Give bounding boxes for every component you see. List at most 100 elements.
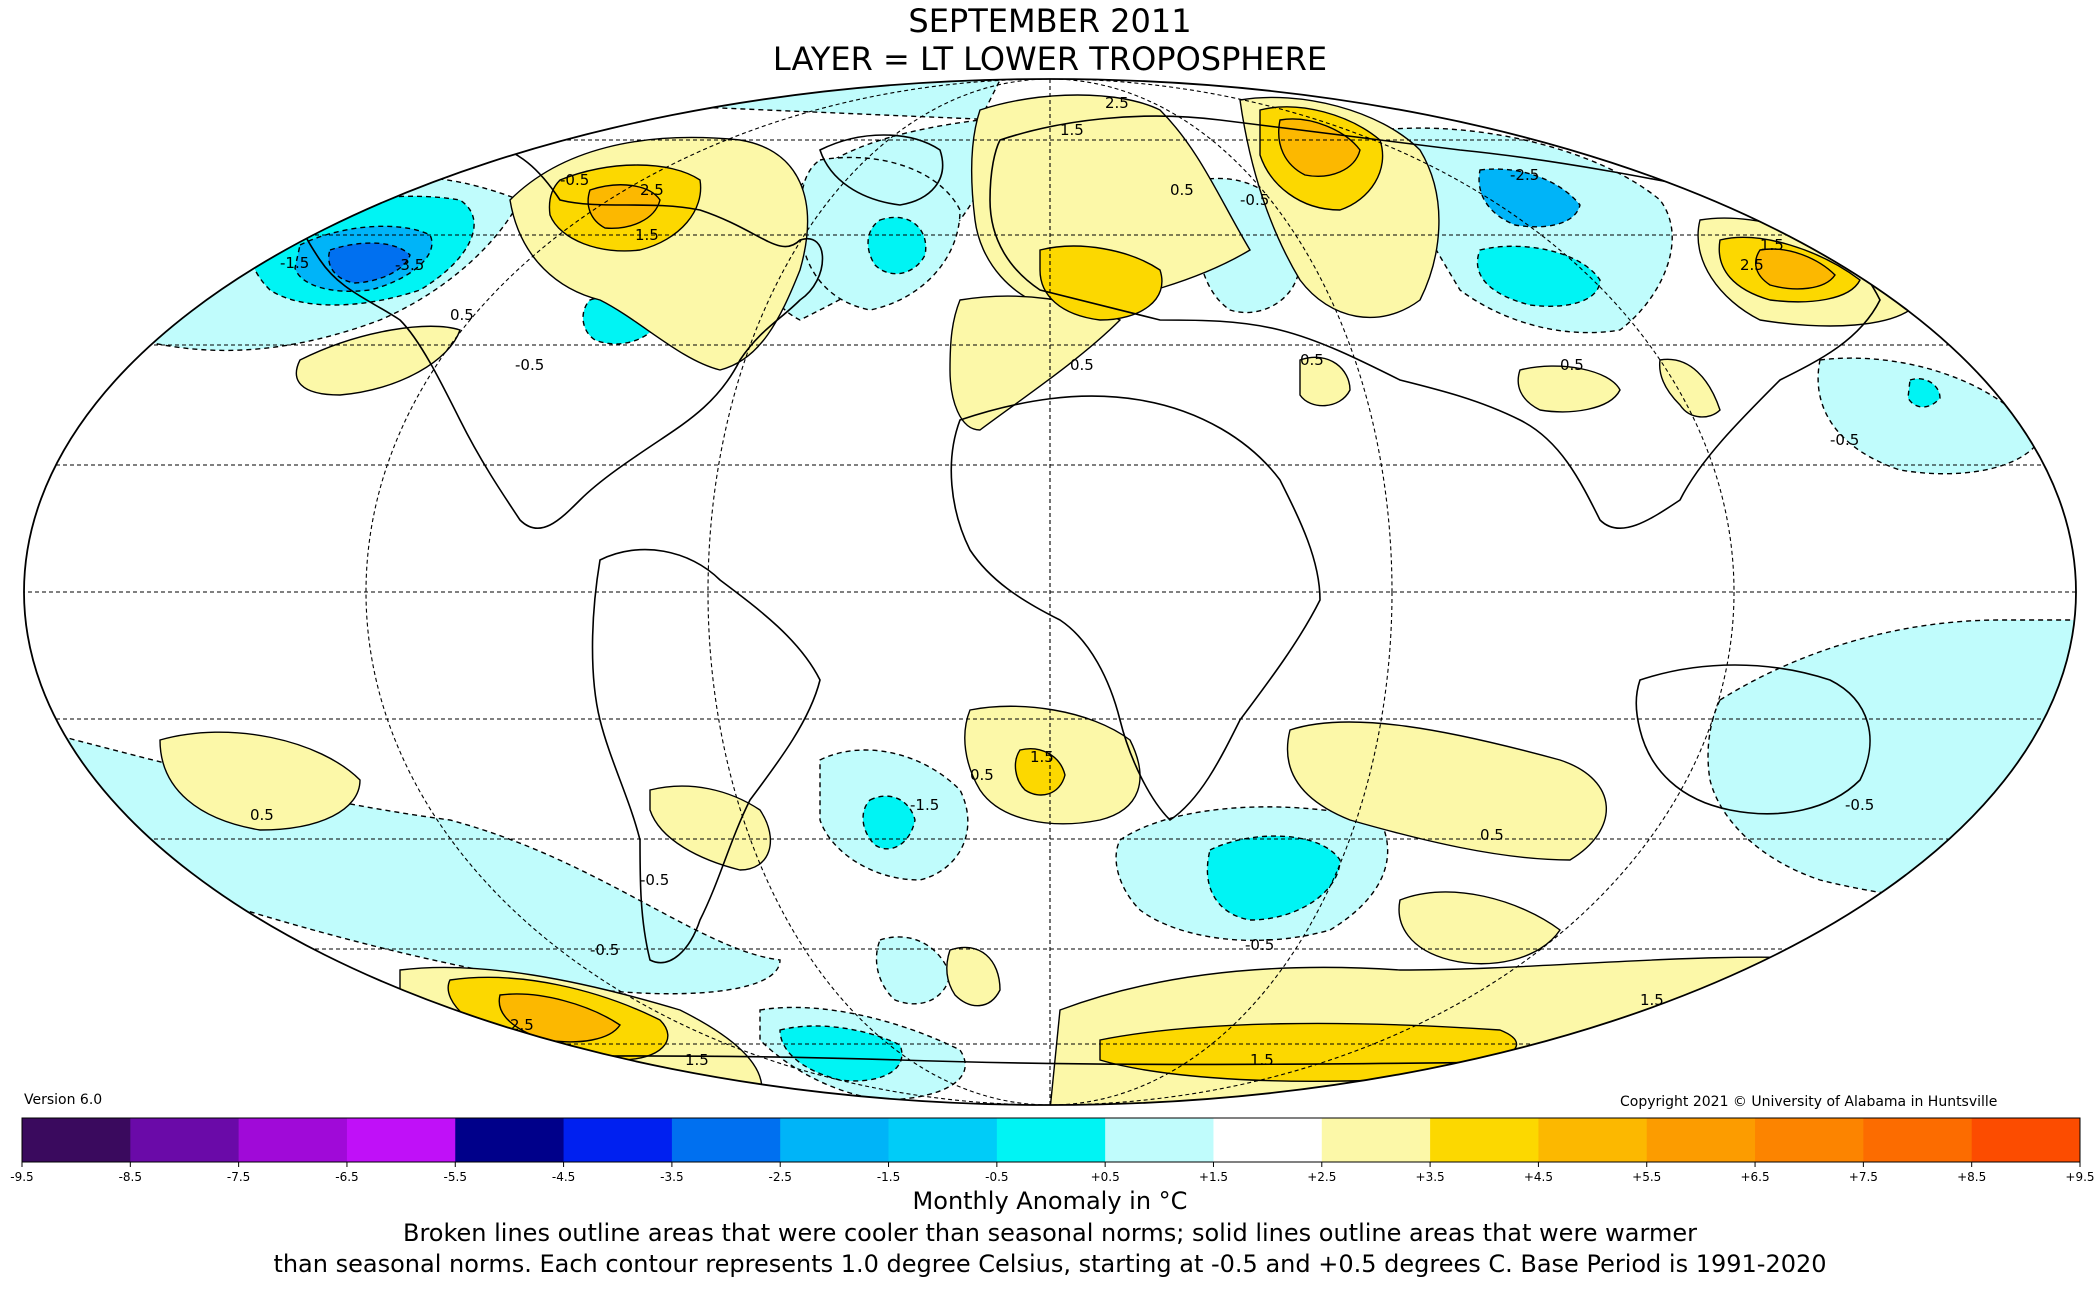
map-border [23,78,2077,1106]
colorbar-segment [1971,1118,2081,1162]
colorbar-tick-label: -3.5 [660,1170,683,1184]
contour-label-warm-13: 1.5 [1030,748,1054,766]
world-anomaly-map: -3.5 -1.5 -0.5 -0.5 -0.5 -2.5 -1.5 -0.5 … [23,78,2077,1106]
colorbar-segment [1321,1118,1431,1162]
map-title: SEPTEMBER 2011 [908,2,1192,40]
cool-region-drake-passage [875,936,951,1005]
hottest-regions [498,118,1836,1043]
coldest-region-siberia-core [1478,168,1581,228]
colder-region-weddell [779,1025,903,1082]
colder-region-central-asia [1476,245,1601,307]
colder-region-pacific-spot [1907,378,1941,408]
colorbar-tick-label: +1.5 [1199,1170,1228,1184]
colorbar-tick-label: -7.5 [227,1170,250,1184]
colorbar-tick-label: -8.5 [119,1170,142,1184]
contour-label-cold-4: -0.5 [515,356,544,374]
contour-label-cold-1: -3.5 [395,256,424,274]
colorbar-segment [1213,1118,1323,1162]
contour-label-cold-12: -0.5 [1845,796,1874,814]
contour-label-warm-2: 1.5 [635,226,659,244]
colorbar-tick-label: +4.5 [1524,1170,1553,1184]
africa-outline [950,395,1321,822]
colorbar-segment [563,1118,673,1162]
caption-line-1: Broken lines outline areas that were coo… [403,1219,1697,1247]
warm-region-east-asia [1658,358,1721,418]
coldest-region-alaska-core [328,242,411,284]
colorbar-tick-label: -4.5 [552,1170,575,1184]
contour-label-warm-17: 1.5 [685,1051,709,1069]
colder-region-south-atlantic-core [862,795,916,850]
colorbar-segment [346,1118,456,1162]
colorbar-tick-label: +7.5 [1849,1170,1878,1184]
copyright-label: Copyright 2021 © University of Alabama i… [1620,1094,1998,1110]
hotter-regions [447,106,1861,1083]
australia-outline [1635,664,1871,815]
contour-label-warm-9: 0.5 [1560,356,1584,374]
contour-label-cold-9: -0.5 [590,941,619,959]
colorbar-tick-label: +2.5 [1307,1170,1336,1184]
hottest-region-far-east [1754,248,1836,290]
colorbar-tick-label: +9.5 [2065,1170,2094,1184]
contour-label-warm-8: 0.5 [1300,351,1324,369]
caption-line-2: than seasonal norms. Each contour repres… [273,1250,1827,1278]
colorbar-tick-label: +6.5 [1740,1170,1769,1184]
contour-label-cold-8: -0.5 [640,871,669,889]
hotter-region-central-europe [1039,245,1163,321]
contour-label-cold-11: -0.5 [1830,431,1859,449]
cool-region-north-pacific-east [1817,357,2041,475]
contour-label-cold-2: -1.5 [280,254,309,272]
contour-label-warm-11: 1.5 [1760,236,1784,254]
colorbar-segment [996,1118,1106,1162]
colorbar-segment [238,1118,348,1162]
coldest-regions [294,168,1581,292]
warm-region-south-pacific [159,731,361,831]
contour-label-warm-14: 0.5 [970,766,994,784]
hotter-region-east-antarctica [1099,1022,1518,1083]
meridian-ellipse-60 [707,79,1393,1105]
colorbar-segment [780,1118,890,1162]
colorbar-tick-label: -9.5 [10,1170,33,1184]
colorbar-tick-label: -0.5 [985,1170,1008,1184]
contour-label-warm-4: 2.5 [1105,94,1129,112]
north-america-outline [295,136,824,530]
contour-label-warm-7: 0.5 [1070,356,1094,374]
contour-label-warm-3: 0.5 [450,306,474,324]
colorbar-tick-label: +8.5 [1957,1170,1986,1184]
colorbar-tick-label: +3.5 [1416,1170,1445,1184]
contour-label-cold-5: -0.5 [1240,191,1269,209]
colorbar-segment [1755,1118,1864,1162]
hotter-region-south-atlantic-core [1014,748,1066,796]
contour-labels: -3.5 -1.5 -0.5 -0.5 -0.5 -2.5 -1.5 -0.5 … [250,94,1874,1069]
colorbar-tick-label: -6.5 [335,1170,358,1184]
contour-label-warm-5: 1.5 [1060,121,1084,139]
contour-label-warm-15: 0.5 [1480,826,1504,844]
contour-label-warm-19: 1.5 [1640,991,1664,1009]
version-label: Version 6.0 [24,1092,103,1108]
colorbar-tick-label: -1.5 [877,1170,900,1184]
colorbar: -9.5 -8.5 -7.5 -6.5 -5.5 -4.5 -3.5 -2.5 -1.5 -0.5… [10,1117,2095,1184]
contour-label-warm-18: 1.5 [1250,1051,1274,1069]
anomaly-fields: -3.5 -1.5 -0.5 -0.5 -0.5 -2.5 -1.5 -0.5 … [24,79,2076,1105]
meridian-ellipse-120 [365,79,1735,1105]
colorbar-tick-label: +0.5 [1091,1170,1120,1184]
colorbar-segment [1430,1118,1539,1162]
colorbar-segment [1538,1118,1648,1162]
colorbar-segment [1105,1118,1214,1162]
colder-region-labrador-sea [867,216,927,275]
eurasia-outline [989,115,1881,530]
warm-region-central-asia [1517,365,1621,413]
hottest-region-russia [1278,118,1361,177]
contour-label-warm-6: 0.5 [1170,181,1194,199]
colorbar-tick-label: -5.5 [444,1170,467,1184]
colorbar-label: Monthly Anomaly in °C [912,1187,1188,1215]
colorbar-border [21,1117,2081,1163]
contour-label-warm-1: 2.5 [640,181,664,199]
hottest-region-canada [587,184,661,229]
warm-region-indian-ocean [1286,721,1607,861]
contour-label-warm-10: 2.5 [1740,256,1764,274]
contour-label-cold-7: -1.5 [910,796,939,814]
colorbar-tick-label: +5.5 [1632,1170,1661,1184]
colorbar-segment [888,1118,998,1162]
contour-label-cold-10: -0.5 [1245,936,1274,954]
colorbar-segment [455,1118,565,1162]
